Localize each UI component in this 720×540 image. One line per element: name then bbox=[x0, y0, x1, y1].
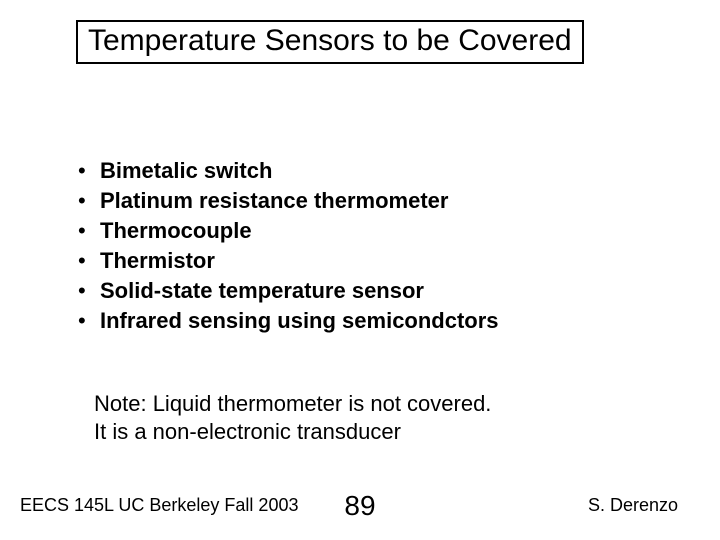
bullet-text: Thermocouple bbox=[100, 216, 252, 246]
bullet-dot-icon: • bbox=[78, 246, 100, 276]
list-item: • Thermistor bbox=[78, 246, 499, 276]
list-item: • Bimetalic switch bbox=[78, 156, 499, 186]
bullet-dot-icon: • bbox=[78, 186, 100, 216]
list-item: • Platinum resistance thermometer bbox=[78, 186, 499, 216]
bullet-text: Solid-state temperature sensor bbox=[100, 276, 424, 306]
bullet-dot-icon: • bbox=[78, 306, 100, 336]
bullet-dot-icon: • bbox=[78, 276, 100, 306]
bullet-text: Platinum resistance thermometer bbox=[100, 186, 448, 216]
bullet-text: Infrared sensing using semicondctors bbox=[100, 306, 499, 336]
title-box: Temperature Sensors to be Covered bbox=[76, 20, 584, 64]
bullet-text: Bimetalic switch bbox=[100, 156, 272, 186]
list-item: • Thermocouple bbox=[78, 216, 499, 246]
footer-right: S. Derenzo bbox=[588, 495, 678, 516]
list-item: • Solid-state temperature sensor bbox=[78, 276, 499, 306]
slide-title: Temperature Sensors to be Covered bbox=[88, 24, 572, 58]
bullet-text: Thermistor bbox=[100, 246, 215, 276]
bullet-list: • Bimetalic switch • Platinum resistance… bbox=[78, 156, 499, 336]
bullet-dot-icon: • bbox=[78, 156, 100, 186]
note-block: Note: Liquid thermometer is not covered.… bbox=[94, 390, 491, 446]
list-item: • Infrared sensing using semicondctors bbox=[78, 306, 499, 336]
note-line: Note: Liquid thermometer is not covered. bbox=[94, 390, 491, 418]
note-line: It is a non-electronic transducer bbox=[94, 418, 491, 446]
bullet-dot-icon: • bbox=[78, 216, 100, 246]
slide: Temperature Sensors to be Covered • Bime… bbox=[0, 0, 720, 540]
